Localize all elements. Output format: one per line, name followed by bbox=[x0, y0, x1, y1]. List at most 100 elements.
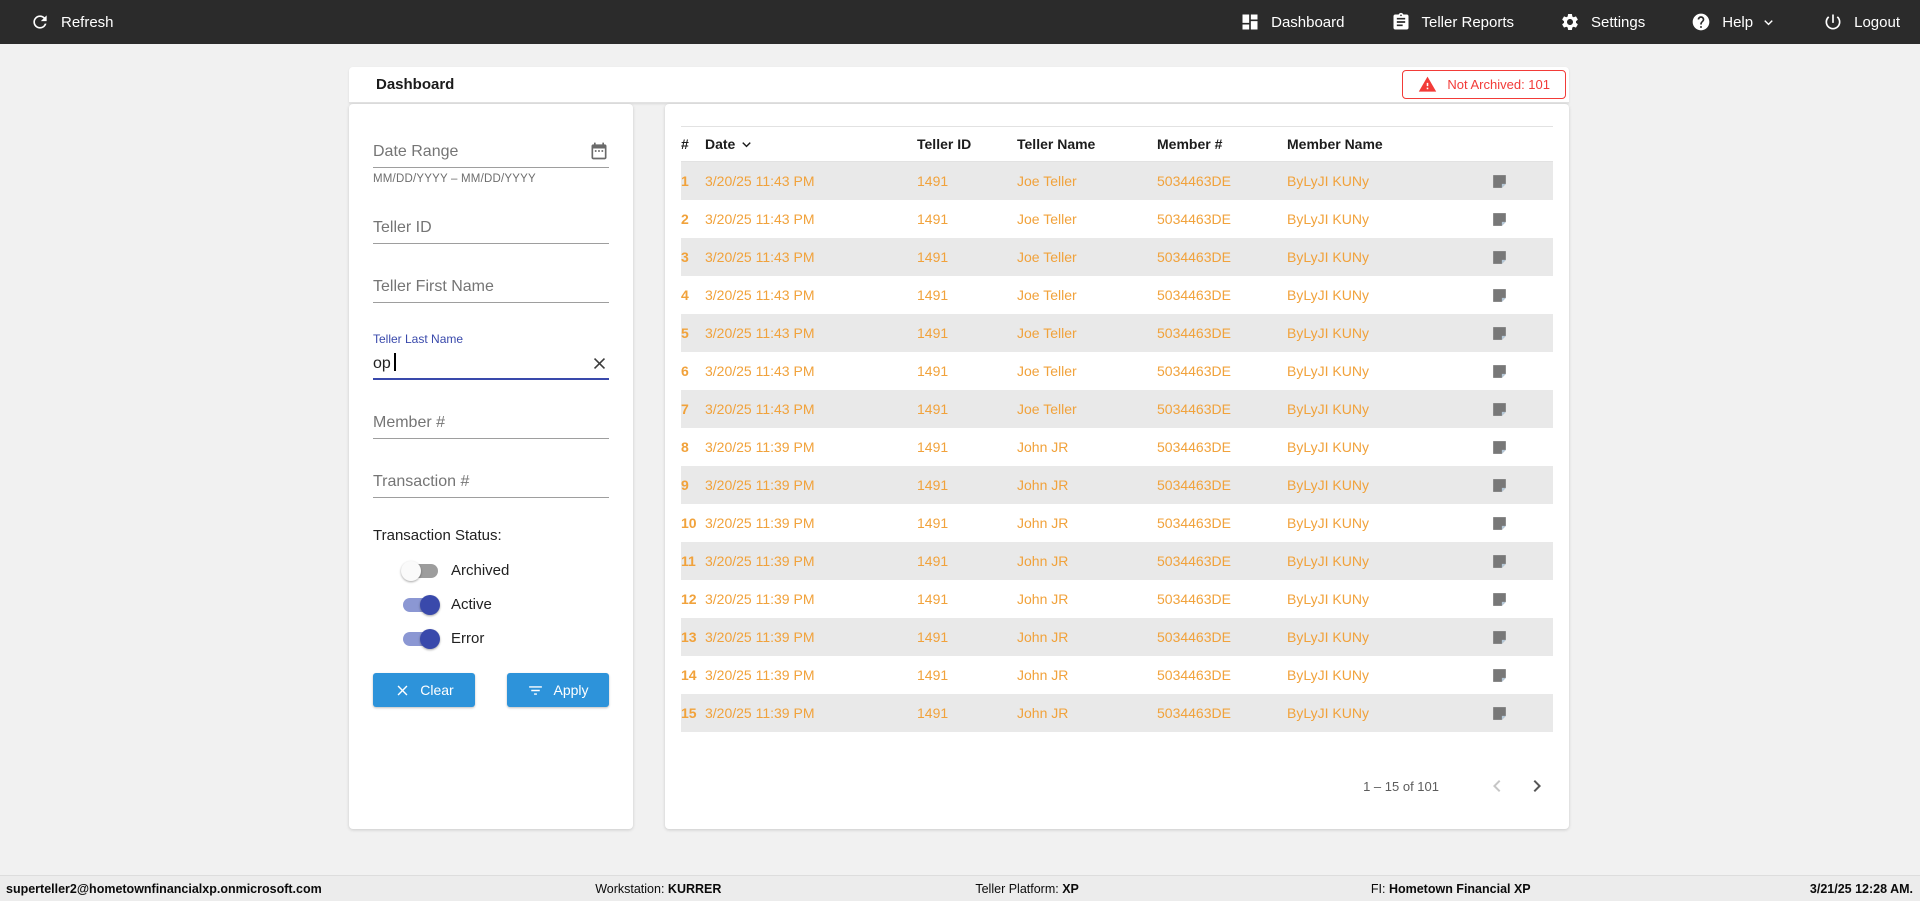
table-row[interactable]: 1 3/20/25 11:43 PM 1491 Joe Teller 50344… bbox=[681, 162, 1553, 200]
table-row[interactable]: 10 3/20/25 11:39 PM 1491 John JR 5034463… bbox=[681, 504, 1553, 542]
note-icon[interactable] bbox=[1490, 552, 1509, 571]
toggle-row-error: Error bbox=[403, 628, 609, 649]
col-header-teller-name[interactable]: Teller Name bbox=[1017, 136, 1096, 152]
teller-id-field bbox=[373, 214, 609, 244]
note-icon[interactable] bbox=[1490, 666, 1509, 685]
toggle-error[interactable] bbox=[403, 628, 440, 649]
note-icon[interactable] bbox=[1490, 476, 1509, 495]
cell-date: 3/20/25 11:39 PM bbox=[705, 705, 815, 721]
note-icon[interactable] bbox=[1490, 324, 1509, 343]
table-row[interactable]: 15 3/20/25 11:39 PM 1491 John JR 5034463… bbox=[681, 694, 1553, 732]
toggle-active[interactable] bbox=[403, 594, 440, 615]
note-icon[interactable] bbox=[1490, 210, 1509, 229]
table-row[interactable]: 3 3/20/25 11:43 PM 1491 Joe Teller 50344… bbox=[681, 238, 1553, 276]
cell-member-name: ByLyJI KUNy bbox=[1287, 553, 1369, 569]
cell-teller-name: Joe Teller bbox=[1017, 401, 1077, 417]
col-header-date[interactable]: Date bbox=[705, 136, 917, 153]
note-icon[interactable] bbox=[1490, 248, 1509, 267]
cell-teller-name: John JR bbox=[1017, 439, 1069, 455]
refresh-label: Refresh bbox=[61, 13, 114, 31]
member-number-field bbox=[373, 409, 609, 439]
teller-first-name-input[interactable] bbox=[373, 278, 609, 296]
note-icon[interactable] bbox=[1490, 172, 1509, 191]
teller-last-name-input[interactable] bbox=[373, 355, 584, 373]
nav-item-help[interactable]: Help bbox=[1691, 12, 1777, 32]
note-icon[interactable] bbox=[1490, 590, 1509, 609]
cell-member-number: 5034463DE bbox=[1157, 629, 1231, 645]
transaction-number-input[interactable] bbox=[373, 473, 609, 491]
nav-item-dashboard[interactable]: Dashboard bbox=[1240, 12, 1345, 32]
note-icon[interactable] bbox=[1490, 362, 1509, 381]
nav-item-teller-reports[interactable]: Teller Reports bbox=[1391, 12, 1515, 32]
toggle-thumb bbox=[420, 628, 440, 649]
filter-buttons: Clear Apply bbox=[373, 673, 609, 707]
cell-member-name: ByLyJI KUNy bbox=[1287, 629, 1369, 645]
fi-label: FI: bbox=[1370, 881, 1386, 896]
nav-label-help: Help bbox=[1722, 13, 1754, 31]
calendar-icon[interactable] bbox=[589, 141, 609, 161]
clear-field-icon[interactable] bbox=[590, 354, 609, 373]
table-row[interactable]: 11 3/20/25 11:39 PM 1491 John JR 5034463… bbox=[681, 542, 1553, 580]
table-row[interactable]: 9 3/20/25 11:39 PM 1491 John JR 5034463D… bbox=[681, 466, 1553, 504]
logged-in-user: superteller2@hometownfinancialxp.onmicro… bbox=[6, 881, 322, 896]
cell-teller-name: Joe Teller bbox=[1017, 249, 1077, 265]
cell-date: 3/20/25 11:43 PM bbox=[705, 173, 815, 189]
table-row[interactable]: 12 3/20/25 11:39 PM 1491 John JR 5034463… bbox=[681, 580, 1553, 618]
note-icon[interactable] bbox=[1490, 400, 1509, 419]
filter-icon bbox=[527, 682, 544, 699]
col-header-num[interactable]: # bbox=[681, 136, 689, 152]
platform-value: XP bbox=[1062, 881, 1079, 896]
nav-label-settings: Settings bbox=[1591, 13, 1646, 31]
note-icon[interactable] bbox=[1490, 704, 1509, 723]
not-archived-badge[interactable]: Not Archived: 101 bbox=[1402, 70, 1566, 99]
table-row[interactable]: 5 3/20/25 11:43 PM 1491 Joe Teller 50344… bbox=[681, 314, 1553, 352]
teller-first-name-field bbox=[373, 273, 609, 303]
col-header-member-name[interactable]: Member Name bbox=[1287, 136, 1383, 152]
nav-menu: Dashboard Teller Reports Settings Help L… bbox=[1240, 12, 1900, 32]
cell-teller-name: Joe Teller bbox=[1017, 287, 1077, 303]
results-table-card: # Date Teller ID Teller Name Member # Me… bbox=[665, 104, 1569, 829]
paginator-range-label: 1 – 15 of 101 bbox=[1363, 778, 1439, 794]
chevron-down-icon bbox=[1764, 14, 1777, 31]
nav-label-dashboard: Dashboard bbox=[1271, 13, 1345, 31]
table-row[interactable]: 6 3/20/25 11:43 PM 1491 Joe Teller 50344… bbox=[681, 352, 1553, 390]
nav-item-logout[interactable]: Logout bbox=[1823, 12, 1900, 32]
cell-date: 3/20/25 11:39 PM bbox=[705, 477, 815, 493]
note-icon[interactable] bbox=[1490, 514, 1509, 533]
help-icon bbox=[1691, 12, 1711, 32]
member-number-input[interactable] bbox=[373, 414, 609, 432]
nav-item-settings[interactable]: Settings bbox=[1560, 12, 1645, 32]
table-row[interactable]: 2 3/20/25 11:43 PM 1491 Joe Teller 50344… bbox=[681, 200, 1553, 238]
cell-row-number: 5 bbox=[681, 325, 689, 341]
table-row[interactable]: 7 3/20/25 11:43 PM 1491 Joe Teller 50344… bbox=[681, 390, 1553, 428]
apply-button[interactable]: Apply bbox=[507, 673, 609, 707]
cell-member-name: ByLyJI KUNy bbox=[1287, 515, 1369, 531]
note-icon[interactable] bbox=[1490, 438, 1509, 457]
cell-teller-id: 1491 bbox=[917, 325, 949, 341]
col-header-member-number[interactable]: Member # bbox=[1157, 136, 1223, 152]
date-range-input[interactable] bbox=[373, 143, 583, 161]
cell-teller-id: 1491 bbox=[917, 591, 949, 607]
note-icon[interactable] bbox=[1490, 628, 1509, 647]
main-content: MM/DD/YYYY – MM/DD/YYYY Teller Last Name bbox=[349, 104, 1920, 829]
cell-date: 3/20/25 11:39 PM bbox=[705, 515, 815, 531]
date-range-field: MM/DD/YYYY – MM/DD/YYYY bbox=[373, 138, 609, 185]
teller-id-input[interactable] bbox=[373, 219, 609, 237]
cell-row-number: 7 bbox=[681, 401, 689, 417]
teller-platform-status: Teller Platform: XP bbox=[975, 882, 1079, 896]
table-row[interactable]: 8 3/20/25 11:39 PM 1491 John JR 5034463D… bbox=[681, 428, 1553, 466]
note-icon[interactable] bbox=[1490, 286, 1509, 305]
col-header-teller-id[interactable]: Teller ID bbox=[917, 136, 972, 152]
table-row[interactable]: 4 3/20/25 11:43 PM 1491 Joe Teller 50344… bbox=[681, 276, 1553, 314]
not-archived-badge-label: Not Archived: 101 bbox=[1447, 77, 1550, 92]
table-row[interactable]: 14 3/20/25 11:39 PM 1491 John JR 5034463… bbox=[681, 656, 1553, 694]
nav-label-teller-reports: Teller Reports bbox=[1421, 13, 1515, 31]
table-row[interactable]: 13 3/20/25 11:39 PM 1491 John JR 5034463… bbox=[681, 618, 1553, 656]
clear-button[interactable]: Clear bbox=[373, 673, 475, 707]
refresh-button[interactable]: Refresh bbox=[30, 12, 114, 32]
cell-member-name: ByLyJI KUNy bbox=[1287, 477, 1369, 493]
next-page-icon[interactable] bbox=[1525, 774, 1549, 798]
toggle-archived[interactable] bbox=[401, 560, 438, 581]
page-title: Dashboard bbox=[376, 76, 455, 93]
workstation-status: Workstation: KURRER bbox=[595, 882, 721, 896]
